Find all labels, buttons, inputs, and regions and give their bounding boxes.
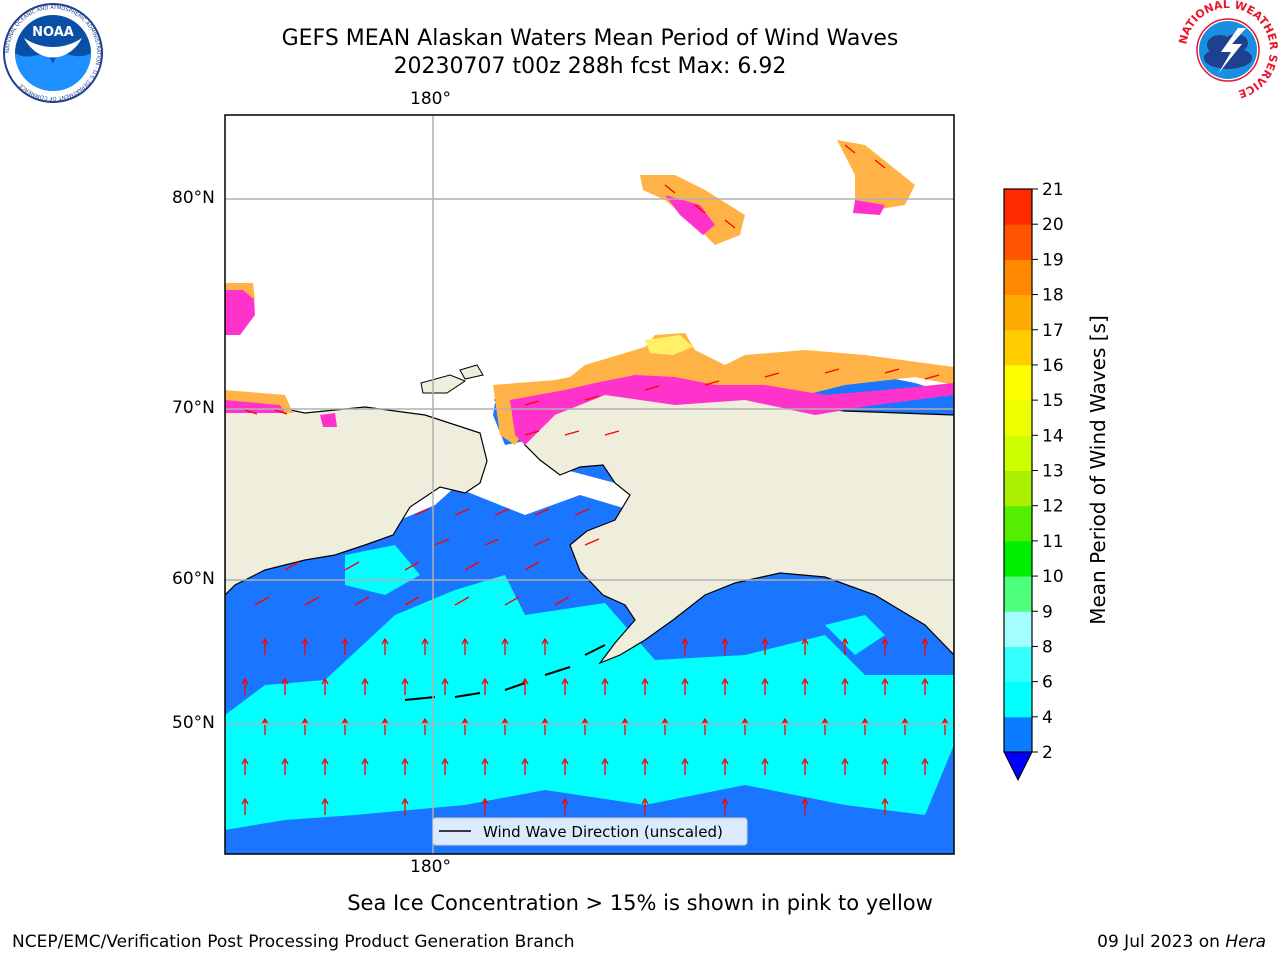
svg-text:Wind Wave Direction (unscaled): Wind Wave Direction (unscaled) bbox=[483, 823, 723, 841]
colorbar-tick-label: 13 bbox=[1042, 462, 1064, 482]
footer-host: Hera bbox=[1225, 932, 1266, 952]
colorbar-segment bbox=[1004, 329, 1032, 366]
colorbar-segment bbox=[1004, 540, 1032, 577]
colorbar-tick-label: 4 bbox=[1042, 708, 1053, 728]
chart-title: GEFS MEAN Alaskan Waters Mean Period of … bbox=[281, 26, 899, 51]
colorbar-tick-label: 8 bbox=[1042, 637, 1053, 657]
lat-label-70: 70°N bbox=[172, 398, 215, 418]
footer-credit: NCEP/EMC/Verification Post Processing Pr… bbox=[12, 932, 575, 952]
map-gridlines bbox=[225, 115, 954, 854]
wind-wave-arrows bbox=[241, 144, 949, 815]
colorbar-tick-label: 15 bbox=[1042, 391, 1064, 411]
colorbar-tick-label: 19 bbox=[1042, 250, 1064, 270]
colorbar-tick-label: 16 bbox=[1042, 356, 1064, 376]
lon-label-top: 180° bbox=[410, 89, 451, 109]
colorbar-tick-label: 9 bbox=[1042, 602, 1053, 622]
colorbar-segment bbox=[1004, 224, 1032, 260]
colorbar-tick-label: 21 bbox=[1042, 180, 1064, 200]
land-siberia bbox=[225, 404, 488, 596]
colorbar-segment bbox=[1004, 364, 1032, 401]
colorbar-segment bbox=[1004, 259, 1032, 296]
colorbar-tick-label: 12 bbox=[1042, 497, 1064, 517]
svg-text:NOAA: NOAA bbox=[32, 25, 74, 40]
lat-label-50: 50°N bbox=[172, 713, 215, 733]
lat-label-80: 80°N bbox=[172, 188, 215, 208]
lat-label-60: 60°N bbox=[172, 569, 215, 589]
colorbar-segment bbox=[1004, 505, 1032, 542]
colorbar-title: Mean Period of Wind Waves [s] bbox=[1086, 315, 1110, 625]
colorbar-tick-label: 10 bbox=[1042, 567, 1064, 587]
map-legend: Wind Wave Direction (unscaled) bbox=[432, 817, 748, 846]
map-panel: Wind Wave Direction (unscaled) bbox=[224, 114, 955, 855]
colorbar: 2 4 6 8 9 10 11 12 13 14 15 16 17 18 19 20 21 bbox=[1003, 180, 1064, 782]
colorbar-tick-label: 14 bbox=[1042, 426, 1064, 446]
colorbar-segment bbox=[1004, 576, 1032, 612]
nws-logo: NATIONAL WEATHER SERVICE bbox=[1176, 0, 1280, 100]
colorbar-tick-label: 2 bbox=[1042, 743, 1053, 763]
colorbar-tick-label: 20 bbox=[1042, 215, 1064, 235]
colorbar-segment bbox=[1004, 189, 1032, 225]
colorbar-tick-label: 18 bbox=[1042, 286, 1064, 306]
footer-date: 09 Jul 2023 on Hera bbox=[1097, 932, 1266, 952]
chart-subtitle: 20230707 t00z 288h fcst Max: 6.92 bbox=[393, 54, 787, 79]
colorbar-under-arrow bbox=[1003, 751, 1033, 782]
colorbar-tick-label: 6 bbox=[1042, 673, 1053, 693]
colorbar-segment bbox=[1004, 611, 1032, 647]
colorbar-tick-label: 17 bbox=[1042, 321, 1064, 341]
colorbar-segment bbox=[1004, 646, 1032, 683]
colorbar-segment bbox=[1004, 435, 1032, 471]
colorbar-segment bbox=[1004, 400, 1032, 436]
noaa-logo: NATIONAL OCEANIC AND ATMOSPHERIC ADMINIS… bbox=[3, 3, 103, 103]
ocean-cyan-region bbox=[225, 575, 954, 830]
colorbar-segment bbox=[1004, 681, 1032, 718]
sea-ice-note: Sea Ice Concentration > 15% is shown in … bbox=[347, 891, 933, 915]
lon-label-bottom: 180° bbox=[410, 857, 451, 877]
colorbar-segment bbox=[1004, 716, 1032, 753]
colorbar-segment bbox=[1004, 294, 1032, 331]
colorbar-segment bbox=[1004, 470, 1032, 507]
colorbar-tick-label: 11 bbox=[1042, 532, 1064, 552]
